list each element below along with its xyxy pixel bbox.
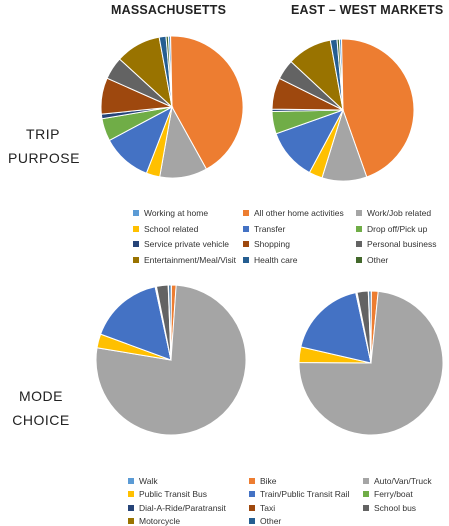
- row-label-mode-choice: MODE CHOICE: [5, 384, 77, 432]
- pie-slice: [368, 290, 372, 364]
- pie-mode-choice-east-west: [298, 290, 444, 436]
- pie-trip-purpose-east-west: [271, 38, 415, 182]
- pie-slice: [170, 35, 244, 170]
- pie-mode-choice-massachusetts: [95, 284, 247, 436]
- pie-trip-purpose-massachusetts: [100, 35, 244, 179]
- pie-slice: [336, 38, 344, 111]
- row-label-line: MODE: [19, 388, 63, 404]
- column-title-massachusetts: MASSACHUSETTS: [111, 3, 227, 17]
- pie-slice: [99, 286, 172, 361]
- column-title-east-west-markets: EAST – WEST MARKETS: [291, 3, 444, 17]
- pie-slice: [300, 292, 372, 364]
- row-label-trip-purpose: TRIP PURPOSE: [8, 122, 80, 170]
- row-label-line: CHOICE: [12, 412, 70, 428]
- row-label-line: PURPOSE: [8, 150, 80, 166]
- pie-slice: [341, 38, 415, 178]
- pie-slice: [165, 35, 173, 108]
- row-label-line: TRIP: [26, 126, 60, 142]
- pie-slice: [168, 284, 172, 361]
